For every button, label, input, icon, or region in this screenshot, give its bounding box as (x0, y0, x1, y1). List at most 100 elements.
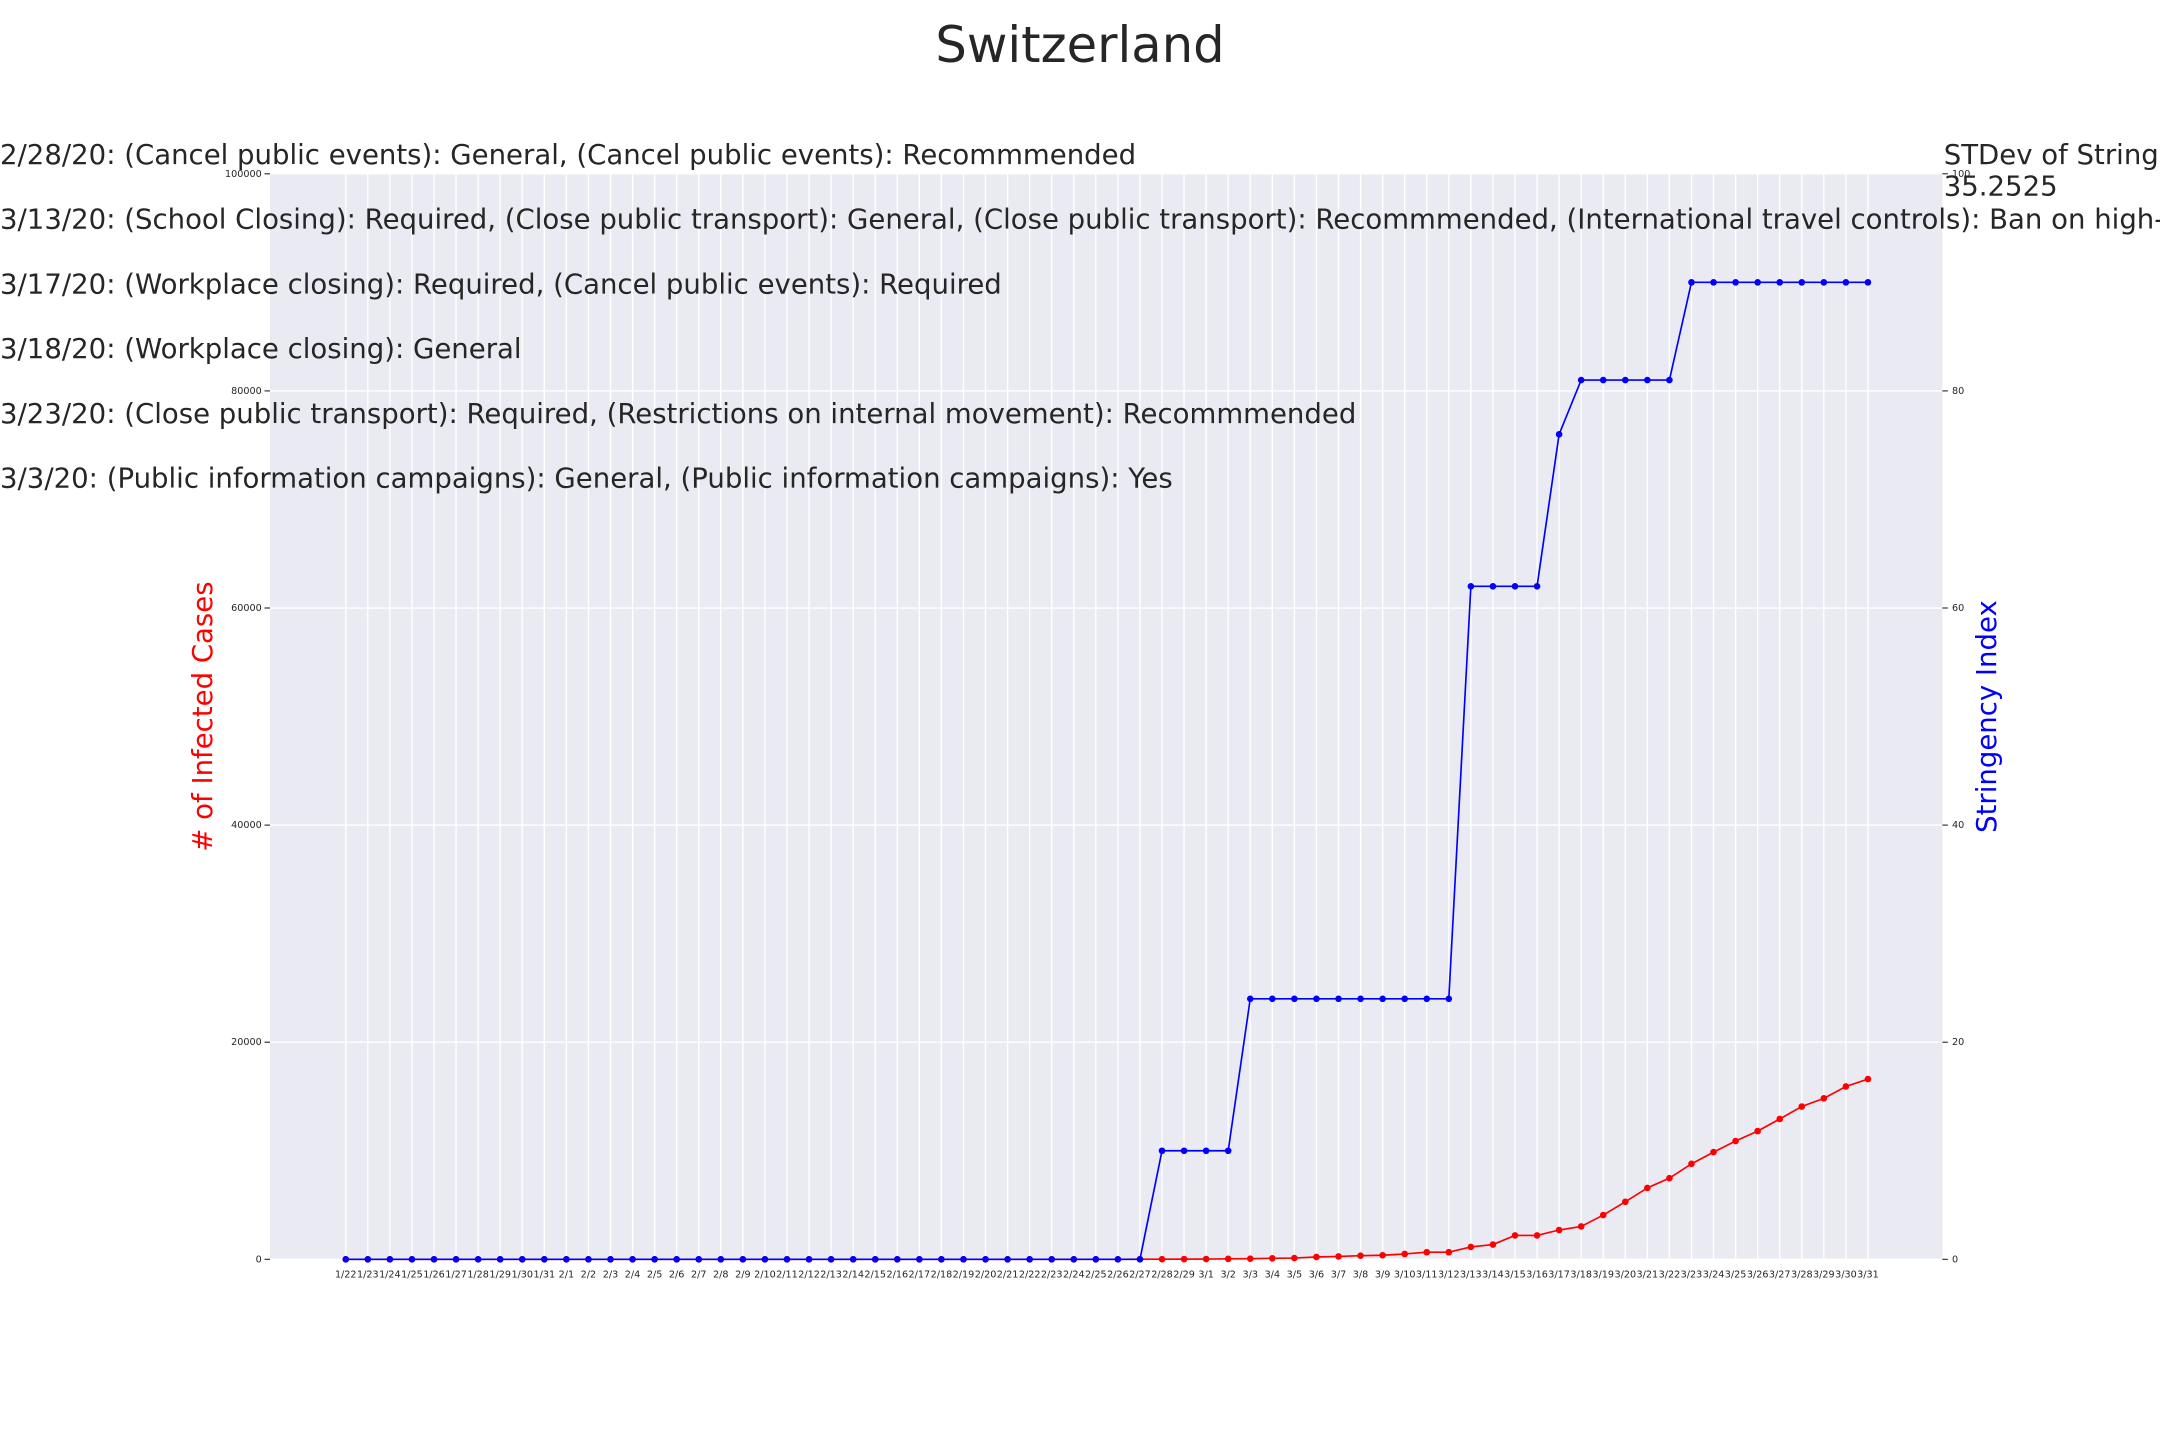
data-point (408, 1256, 416, 1263)
x-tick-label: 2/25 (1085, 1269, 1107, 1280)
y-tick-label: 20000 (231, 1037, 262, 1048)
x-tick-label: 1/28 (467, 1269, 489, 1280)
x-tick-label: 3/18 (1570, 1269, 1592, 1280)
data-point (1335, 1253, 1342, 1260)
data-point (1820, 279, 1828, 286)
x-tick-label: 3/12 (1438, 1269, 1460, 1280)
y2-tick-label: 40 (1952, 820, 1964, 831)
x-tick-label: 2/12 (798, 1269, 820, 1280)
x-tick-label: 2/21 (997, 1269, 1019, 1280)
annotation: 3/23/20: (Close public transport): Requi… (0, 398, 1356, 430)
data-point (783, 1256, 791, 1263)
data-point (1092, 1256, 1100, 1263)
x-tick-label: 2/9 (735, 1269, 750, 1280)
x-tick-label: 2/16 (886, 1269, 908, 1280)
data-point (430, 1256, 438, 1263)
x-tick-label: 2/26 (1107, 1269, 1129, 1280)
x-tick-label: 2/13 (820, 1269, 842, 1280)
x-tick-label: 3/29 (1813, 1269, 1835, 1280)
data-point (960, 1256, 967, 1263)
data-point (1555, 431, 1563, 438)
data-point (1754, 1127, 1761, 1135)
data-point (1533, 582, 1541, 590)
data-point (474, 1256, 482, 1263)
data-point (1511, 1232, 1519, 1239)
y-tick-label: 100000 (225, 169, 262, 180)
data-point (1644, 1184, 1651, 1192)
data-point (1269, 995, 1276, 1003)
data-point (1004, 1256, 1011, 1263)
x-tick-label: 3/30 (1835, 1269, 1857, 1280)
x-tick-label: 3/5 (1287, 1269, 1302, 1280)
data-point (1291, 1254, 1298, 1262)
x-tick-label: 3/17 (1548, 1269, 1570, 1280)
data-point (563, 1256, 570, 1263)
data-point (496, 1256, 504, 1263)
annotation: 2/28/20: (Cancel public events): General… (0, 139, 1136, 171)
data-point (1710, 279, 1717, 286)
data-point (651, 1256, 658, 1263)
data-point (1732, 1137, 1739, 1145)
data-point (1048, 1256, 1056, 1263)
x-tick-label: 1/24 (379, 1269, 401, 1280)
data-point (1158, 1255, 1166, 1263)
x-tick-label: 2/4 (625, 1269, 641, 1280)
x-tick-label: 3/3 (1243, 1269, 1259, 1280)
x-tick-label: 2/19 (953, 1269, 975, 1280)
x-tick-label: 3/4 (1265, 1269, 1281, 1280)
data-point (1423, 1248, 1431, 1256)
data-point (1357, 1252, 1364, 1259)
y2-tick-label: 0 (1952, 1254, 1958, 1265)
x-tick-label: 2/1 (559, 1269, 575, 1280)
data-point (1136, 1256, 1144, 1263)
data-point (342, 1256, 350, 1263)
x-tick-label: 1/29 (489, 1269, 511, 1280)
plot-area (270, 173, 1943, 1260)
annotation: 3/13/20: (School Closing): Required, (Cl… (0, 204, 2160, 236)
data-point (585, 1256, 592, 1263)
data-point (1666, 376, 1673, 384)
data-point (1577, 1223, 1585, 1230)
x-tick-label: 3/6 (1309, 1269, 1325, 1280)
x-tick-label: 2/5 (647, 1269, 663, 1280)
y2-tick-label: 20 (1952, 1037, 1964, 1048)
x-tick-label: 3/21 (1637, 1269, 1659, 1280)
data-point (1842, 1083, 1850, 1090)
x-tick-label: 1/23 (357, 1269, 379, 1280)
x-tick-label: 2/10 (754, 1269, 776, 1280)
data-point (1688, 279, 1695, 286)
data-point (695, 1256, 703, 1263)
x-tick-label: 1/25 (401, 1269, 423, 1280)
x-tick-label: 2/20 (975, 1269, 997, 1280)
x-tick-label: 3/9 (1375, 1269, 1391, 1280)
x-tick-label: 2/3 (603, 1269, 619, 1280)
annotation: 3/18/20: (Workplace closing): General (0, 333, 522, 365)
data-point (1401, 1250, 1408, 1258)
data-point (1644, 376, 1651, 384)
x-tick-label: 2/7 (691, 1269, 707, 1280)
data-point (1599, 1211, 1607, 1219)
x-tick-label: 3/7 (1331, 1269, 1347, 1280)
data-point (849, 1256, 857, 1263)
x-tick-label: 3/23 (1681, 1269, 1703, 1280)
y-tick-label: 60000 (231, 603, 262, 614)
data-point (916, 1256, 923, 1263)
data-point (1621, 1198, 1629, 1206)
x-tick-label: 3/10 (1394, 1269, 1416, 1280)
x-tick-label: 2/28 (1151, 1269, 1173, 1280)
data-point (673, 1256, 680, 1263)
x-tick-label: 2/18 (931, 1269, 953, 1280)
data-point (629, 1256, 636, 1263)
data-point (386, 1256, 394, 1263)
data-point (1489, 582, 1497, 590)
data-point (1555, 1226, 1563, 1234)
data-point (1864, 279, 1872, 286)
y2-tick-label: 100 (1952, 169, 1970, 180)
x-tick-label: 3/27 (1769, 1269, 1791, 1280)
x-tick-label: 3/24 (1703, 1269, 1725, 1280)
data-point (518, 1256, 526, 1263)
x-tick-label: 3/8 (1353, 1269, 1369, 1280)
x-tick-label: 2/2 (581, 1269, 597, 1280)
data-point (1202, 1255, 1210, 1263)
